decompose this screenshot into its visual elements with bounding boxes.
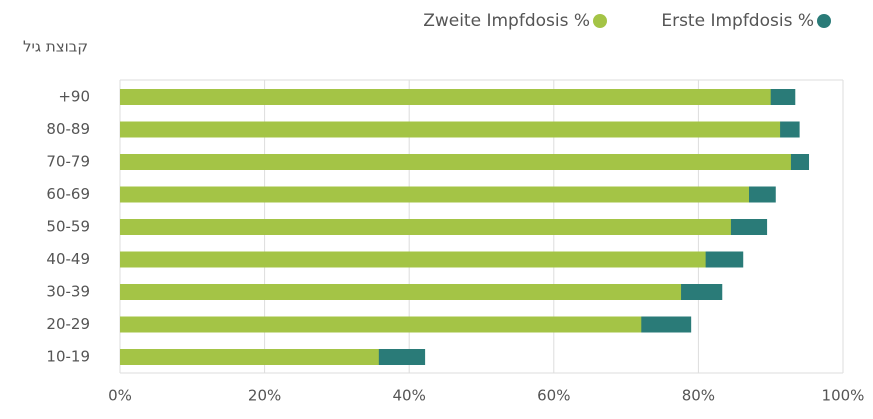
legend-label: Zweite Impfdosis % [423, 11, 590, 31]
bar [120, 121, 781, 138]
y-tick-label: 20-29 [46, 315, 90, 333]
legend-label: Erste Impfdosis % [661, 11, 814, 31]
legend-marker [817, 14, 831, 28]
bar [120, 89, 771, 105]
x-tick-label: 60% [537, 387, 570, 405]
bar [120, 251, 706, 268]
bar [120, 154, 791, 170]
x-tick-label: 80% [682, 387, 715, 405]
bar [120, 316, 642, 333]
x-tick-label: 0% [108, 387, 132, 405]
y-tick-label: 50-59 [46, 218, 90, 236]
x-tick-label: 40% [393, 387, 426, 405]
y-tick-label: 80-89 [46, 120, 90, 138]
bar [120, 284, 682, 300]
bar [120, 186, 750, 203]
y-tick-label: 40-49 [46, 250, 90, 268]
legend-marker [593, 14, 607, 28]
legend: Erste Impfdosis % Zweite Impfdosis % [423, 11, 831, 31]
y-tick-label: +90 [58, 88, 90, 106]
y-tick-label: 30-39 [46, 283, 90, 301]
y-axis-title: קבוצת גיל [23, 38, 88, 56]
bar [120, 349, 379, 365]
y-tick-label: 70-79 [46, 153, 90, 171]
x-tick-label: 20% [248, 387, 281, 405]
y-tick-label: 60-69 [46, 185, 90, 203]
y-tick-label: 10-19 [46, 348, 90, 366]
bar [120, 219, 731, 235]
x-tick-label: 100% [822, 387, 865, 405]
